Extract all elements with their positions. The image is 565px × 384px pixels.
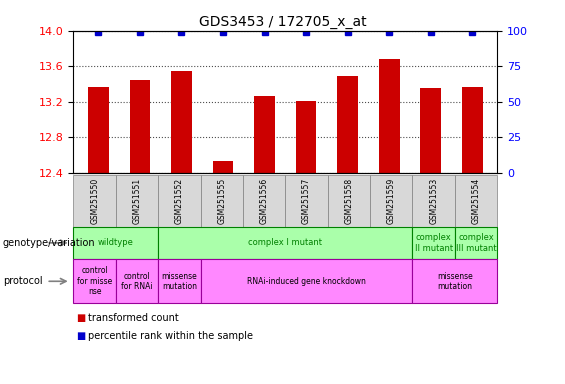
Text: GSM251556: GSM251556 (260, 177, 268, 224)
Text: GSM251551: GSM251551 (133, 177, 141, 224)
Text: missense
mutation: missense mutation (162, 271, 197, 291)
Text: complex
III mutant: complex III mutant (456, 233, 496, 253)
Text: RNAi-induced gene knockdown: RNAi-induced gene knockdown (247, 277, 366, 286)
Text: missense
mutation: missense mutation (437, 271, 473, 291)
Text: GSM251553: GSM251553 (429, 177, 438, 224)
Text: GSM251552: GSM251552 (175, 177, 184, 224)
Bar (254, 96, 275, 173)
Text: wildtype: wildtype (98, 238, 134, 247)
Text: control
for RNAi: control for RNAi (121, 271, 153, 291)
Bar (171, 71, 192, 173)
Text: protocol: protocol (3, 276, 42, 286)
Bar (462, 87, 483, 173)
Bar (88, 87, 108, 173)
Bar (337, 76, 358, 173)
Text: GSM251555: GSM251555 (218, 177, 226, 224)
Text: genotype/variation: genotype/variation (3, 238, 95, 248)
Bar (379, 59, 399, 173)
Bar (420, 88, 441, 173)
Text: control
for misse
nse: control for misse nse (77, 266, 112, 296)
Bar (212, 161, 233, 173)
Text: complex
II mutant: complex II mutant (415, 233, 453, 253)
Bar (129, 79, 150, 173)
Text: ■: ■ (76, 331, 85, 341)
Text: GSM251559: GSM251559 (387, 177, 396, 224)
Bar (295, 101, 316, 173)
Text: ■: ■ (76, 313, 85, 323)
Text: GSM251550: GSM251550 (90, 177, 99, 224)
Text: percentile rank within the sample: percentile rank within the sample (88, 331, 253, 341)
Text: transformed count: transformed count (88, 313, 179, 323)
Text: GSM251554: GSM251554 (472, 177, 480, 224)
Text: GDS3453 / 172705_x_at: GDS3453 / 172705_x_at (199, 15, 366, 29)
Text: GSM251558: GSM251558 (345, 177, 353, 224)
Text: complex I mutant: complex I mutant (249, 238, 322, 247)
Text: GSM251557: GSM251557 (302, 177, 311, 224)
